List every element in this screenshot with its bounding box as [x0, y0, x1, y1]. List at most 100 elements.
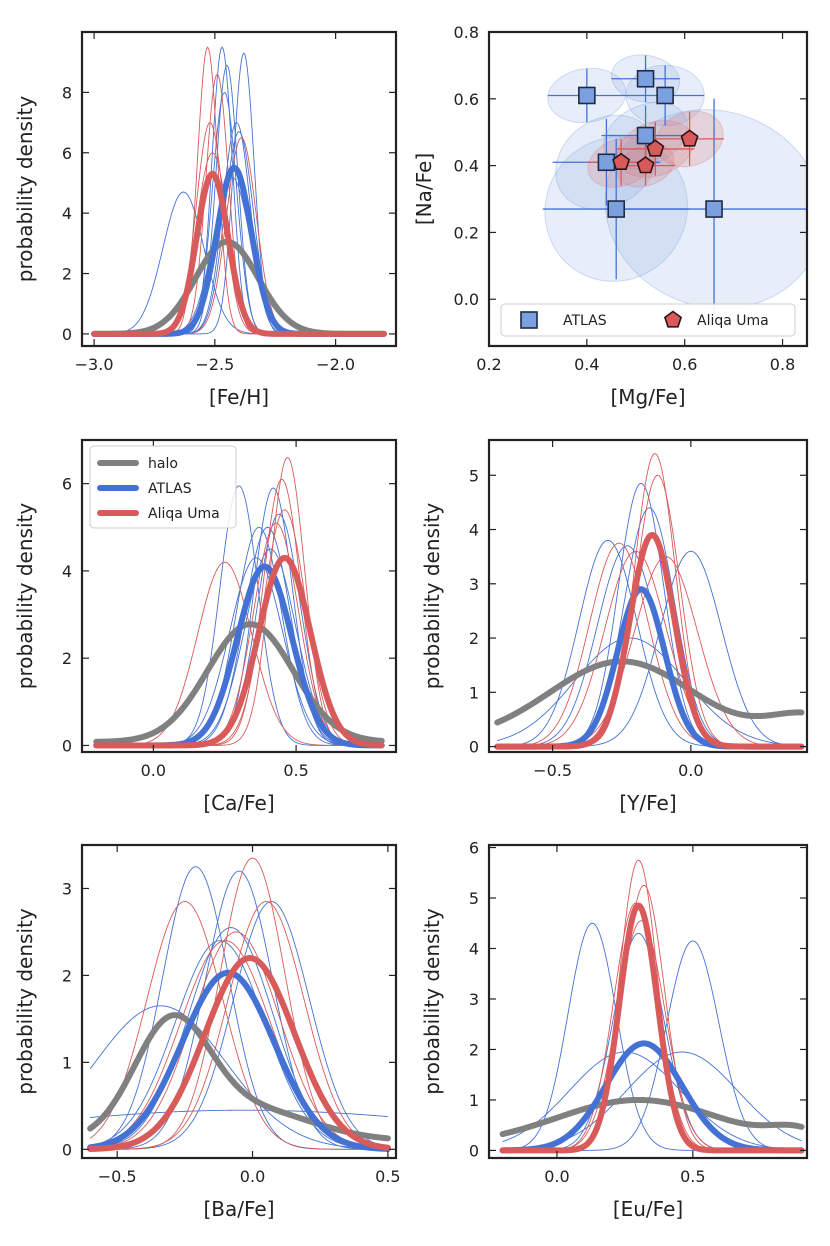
aliqa-combined-curve: [91, 170, 387, 337]
y-tick-label: 1: [62, 1053, 72, 1072]
legend-label: Aliqa Uma: [697, 313, 769, 329]
y-tick-label: 1: [469, 683, 479, 702]
atlas-point: [636, 69, 655, 88]
y-tick-label: 8: [62, 83, 72, 102]
aliqa-star-curve: [89, 901, 388, 1150]
y-tick-label: 0.8: [454, 23, 479, 42]
legend-label: ATLAS: [148, 481, 192, 497]
x-tick-label: −2.0: [316, 355, 355, 374]
legend: ATLAS Aliqa Uma: [500, 303, 796, 337]
axes-frame: [80, 843, 398, 1160]
y-tick-label: 0.6: [454, 90, 479, 109]
axes-frame: [487, 438, 809, 754]
y-tick-label: 3: [469, 990, 479, 1009]
y-axis-label: probability density: [13, 96, 37, 283]
panel-eufe: 0.0 0.5 0 1 2 3 4 5 6 [Eu/Fe] probability density: [420, 839, 809, 1221]
y-tick-label: 3: [62, 879, 72, 898]
y-tick-label: 2: [62, 649, 72, 668]
y-axis-label: probability density: [13, 908, 37, 1095]
atlas-star-curve: [497, 483, 802, 748]
atlas-point: [578, 86, 596, 105]
atlas-star-curve: [90, 866, 388, 1150]
legend-frame: [89, 445, 237, 529]
y-tick-label: 5: [469, 889, 479, 908]
aliqa-point: [612, 152, 631, 170]
aliqa-star-curve: [497, 474, 802, 748]
plot-area: [93, 456, 385, 749]
y-tick-label: 6: [62, 475, 72, 494]
x-axis-label: [Eu/Fe]: [613, 1197, 683, 1221]
y-tick-label: 0.2: [454, 223, 479, 242]
y-tick-label: 1: [469, 1091, 479, 1110]
panel-bafe: −0.5 0.0 0.5 0 1 2 3 [Ba/Fe] probability density: [13, 843, 401, 1221]
panel-yfe: −0.5 0.0 0 1 2 3 4 5 [Y/Fe] probability density: [420, 438, 809, 815]
plot-area: [91, 46, 387, 337]
y-axis-label: probability density: [420, 503, 444, 690]
x-tick-label: 0.0: [240, 1167, 265, 1186]
x-tick-label: 0.6: [672, 355, 697, 374]
atlas-point: [656, 86, 674, 105]
atlas-point: [636, 126, 655, 145]
panel-cafe: 0.0 0.5 0 2 4 6 [Ca/Fe] probability density halo…: [13, 438, 398, 815]
y-tick-label: 4: [469, 939, 479, 958]
y-tick-label: 2: [469, 1040, 479, 1059]
x-axis-label: [Y/Fe]: [619, 791, 676, 815]
plot-area: [542, 54, 807, 320]
y-tick-label: 0: [62, 325, 72, 344]
x-tick-label: −0.5: [533, 761, 572, 780]
x-tick-label: 0.8: [770, 355, 795, 374]
x-axis-label: [Fe/H]: [209, 385, 269, 409]
legend-label: Aliqa Uma: [148, 506, 220, 522]
atlas-point: [705, 200, 723, 218]
atlas-point: [607, 200, 626, 218]
y-tick-label: 2: [62, 265, 72, 284]
atlas-star-curve: [90, 901, 388, 1150]
atlas-star-curve: [497, 637, 802, 747]
legend-frame: [500, 303, 796, 337]
halo-curve: [499, 1096, 805, 1138]
x-axis-label: [Mg/Fe]: [610, 385, 685, 409]
x-axis-label: [Ca/Fe]: [203, 791, 274, 815]
aliqa-point: [646, 139, 665, 157]
legend-label: ATLAS: [563, 313, 607, 329]
x-axis-label: [Ba/Fe]: [203, 1197, 274, 1221]
y-tick-label: 0.4: [454, 157, 479, 176]
y-tick-label: 6: [62, 144, 72, 163]
plot-area: [499, 859, 805, 1154]
axes-frame: [80, 30, 398, 348]
y-tick-label: 6: [469, 839, 479, 858]
aliqa-combined-curve: [499, 902, 805, 1154]
legend-marker-atlas: [520, 311, 538, 329]
x-tick-label: −3.0: [75, 355, 114, 374]
panel-mgna: 0.2 0.4 0.6 0.8 0.0 0.2 0.4 0.6 0.8 [Mg/Fe] [Na/Fe…: [412, 23, 809, 409]
x-tick-label: 0.0: [678, 761, 703, 780]
x-tick-label: 0.2: [476, 355, 501, 374]
plot-area: [494, 453, 805, 750]
legend: halo ATLAS Aliqa Uma: [89, 445, 237, 529]
halo-curve: [494, 658, 805, 726]
atlas-combined-curve: [499, 1040, 805, 1154]
axes-frame: [487, 843, 809, 1160]
plot-area: [87, 857, 391, 1152]
y-axis-label: [Na/Fe]: [412, 153, 436, 225]
x-tick-label: 0.0: [141, 761, 166, 780]
y-tick-label: 4: [62, 204, 72, 223]
x-tick-label: −0.5: [98, 1167, 137, 1186]
legend-marker-aliqa: [663, 310, 683, 328]
y-axis-label: probability density: [13, 503, 37, 690]
panel-feh: −3.0 −2.5 −2.0 0 2 4 6 8 [Fe/H] probability densi…: [13, 30, 398, 409]
x-tick-label: 0.5: [680, 1167, 705, 1186]
y-tick-label: 2: [469, 629, 479, 648]
x-tick-label: 0.5: [283, 761, 308, 780]
aliqa-star-curve: [90, 901, 388, 1150]
x-tick-label: −2.5: [195, 355, 234, 374]
y-tick-label: 2: [62, 966, 72, 985]
axes-frame: [80, 438, 398, 754]
x-tick-label: 0.5: [375, 1167, 400, 1186]
x-tick-label: 0.4: [574, 355, 599, 374]
aliqa-combined-curve: [494, 531, 805, 750]
y-axis-label: probability density: [420, 908, 444, 1095]
aliqa-point: [636, 156, 655, 174]
aliqa-point: [680, 129, 699, 147]
atlas-star-curve: [90, 1109, 388, 1118]
